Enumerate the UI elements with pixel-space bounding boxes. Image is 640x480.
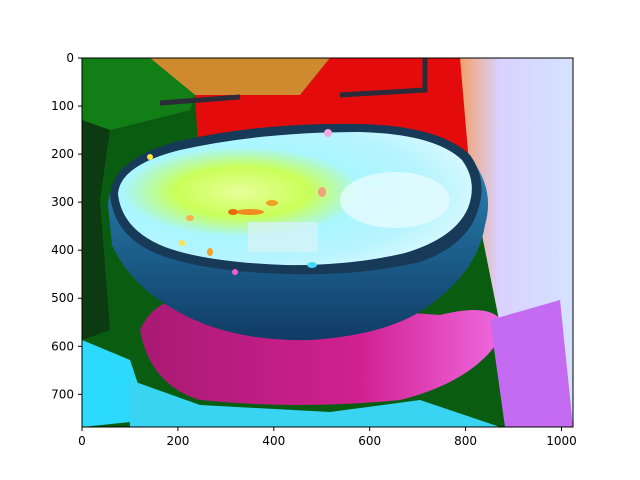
y-tick-label: 500 [51, 291, 74, 305]
plot-image [82, 58, 573, 427]
shelf-line [339, 58, 428, 98]
image-region-cyan-floor-2 [130, 380, 500, 427]
image-region-orange [150, 58, 330, 95]
speckle [232, 269, 238, 275]
y-tick-label: 600 [51, 339, 74, 353]
y-axis: 0 100 200 300 400 500 600 700 [51, 51, 82, 401]
image-region-violet [490, 300, 573, 427]
x-tick-label: 200 [166, 434, 189, 448]
speckle [228, 209, 238, 215]
speckle [179, 240, 185, 246]
speckle [186, 215, 194, 221]
y-tick-label: 300 [51, 195, 74, 209]
speckle [207, 248, 213, 256]
y-tick-label: 200 [51, 147, 74, 161]
speckle [266, 200, 278, 206]
y-tick-label: 400 [51, 243, 74, 257]
x-tick-label: 400 [262, 434, 285, 448]
bowl-speckles [147, 129, 375, 275]
speckle [324, 129, 332, 137]
bowl-highlight [340, 172, 450, 228]
x-tick-label: 1000 [546, 434, 577, 448]
x-tick-label: 600 [358, 434, 381, 448]
axes-frame [81, 57, 574, 428]
x-tick-label: 800 [454, 434, 477, 448]
speckle [318, 187, 326, 197]
bowl-reflection [248, 222, 318, 252]
speckle [147, 154, 153, 160]
speckle [369, 180, 375, 188]
y-tick-label: 100 [51, 99, 74, 113]
x-tick-label: 0 [78, 434, 86, 448]
y-tick-label: 0 [66, 51, 74, 65]
y-tick-label: 700 [51, 387, 74, 401]
image-region-dark-left [82, 120, 110, 340]
bowl-inner [118, 132, 472, 266]
image-region-green [82, 58, 195, 130]
speckle [307, 262, 317, 268]
x-axis: 0 200 400 600 800 1000 [78, 427, 577, 448]
speckle [236, 209, 264, 215]
shelf-line [159, 94, 241, 106]
